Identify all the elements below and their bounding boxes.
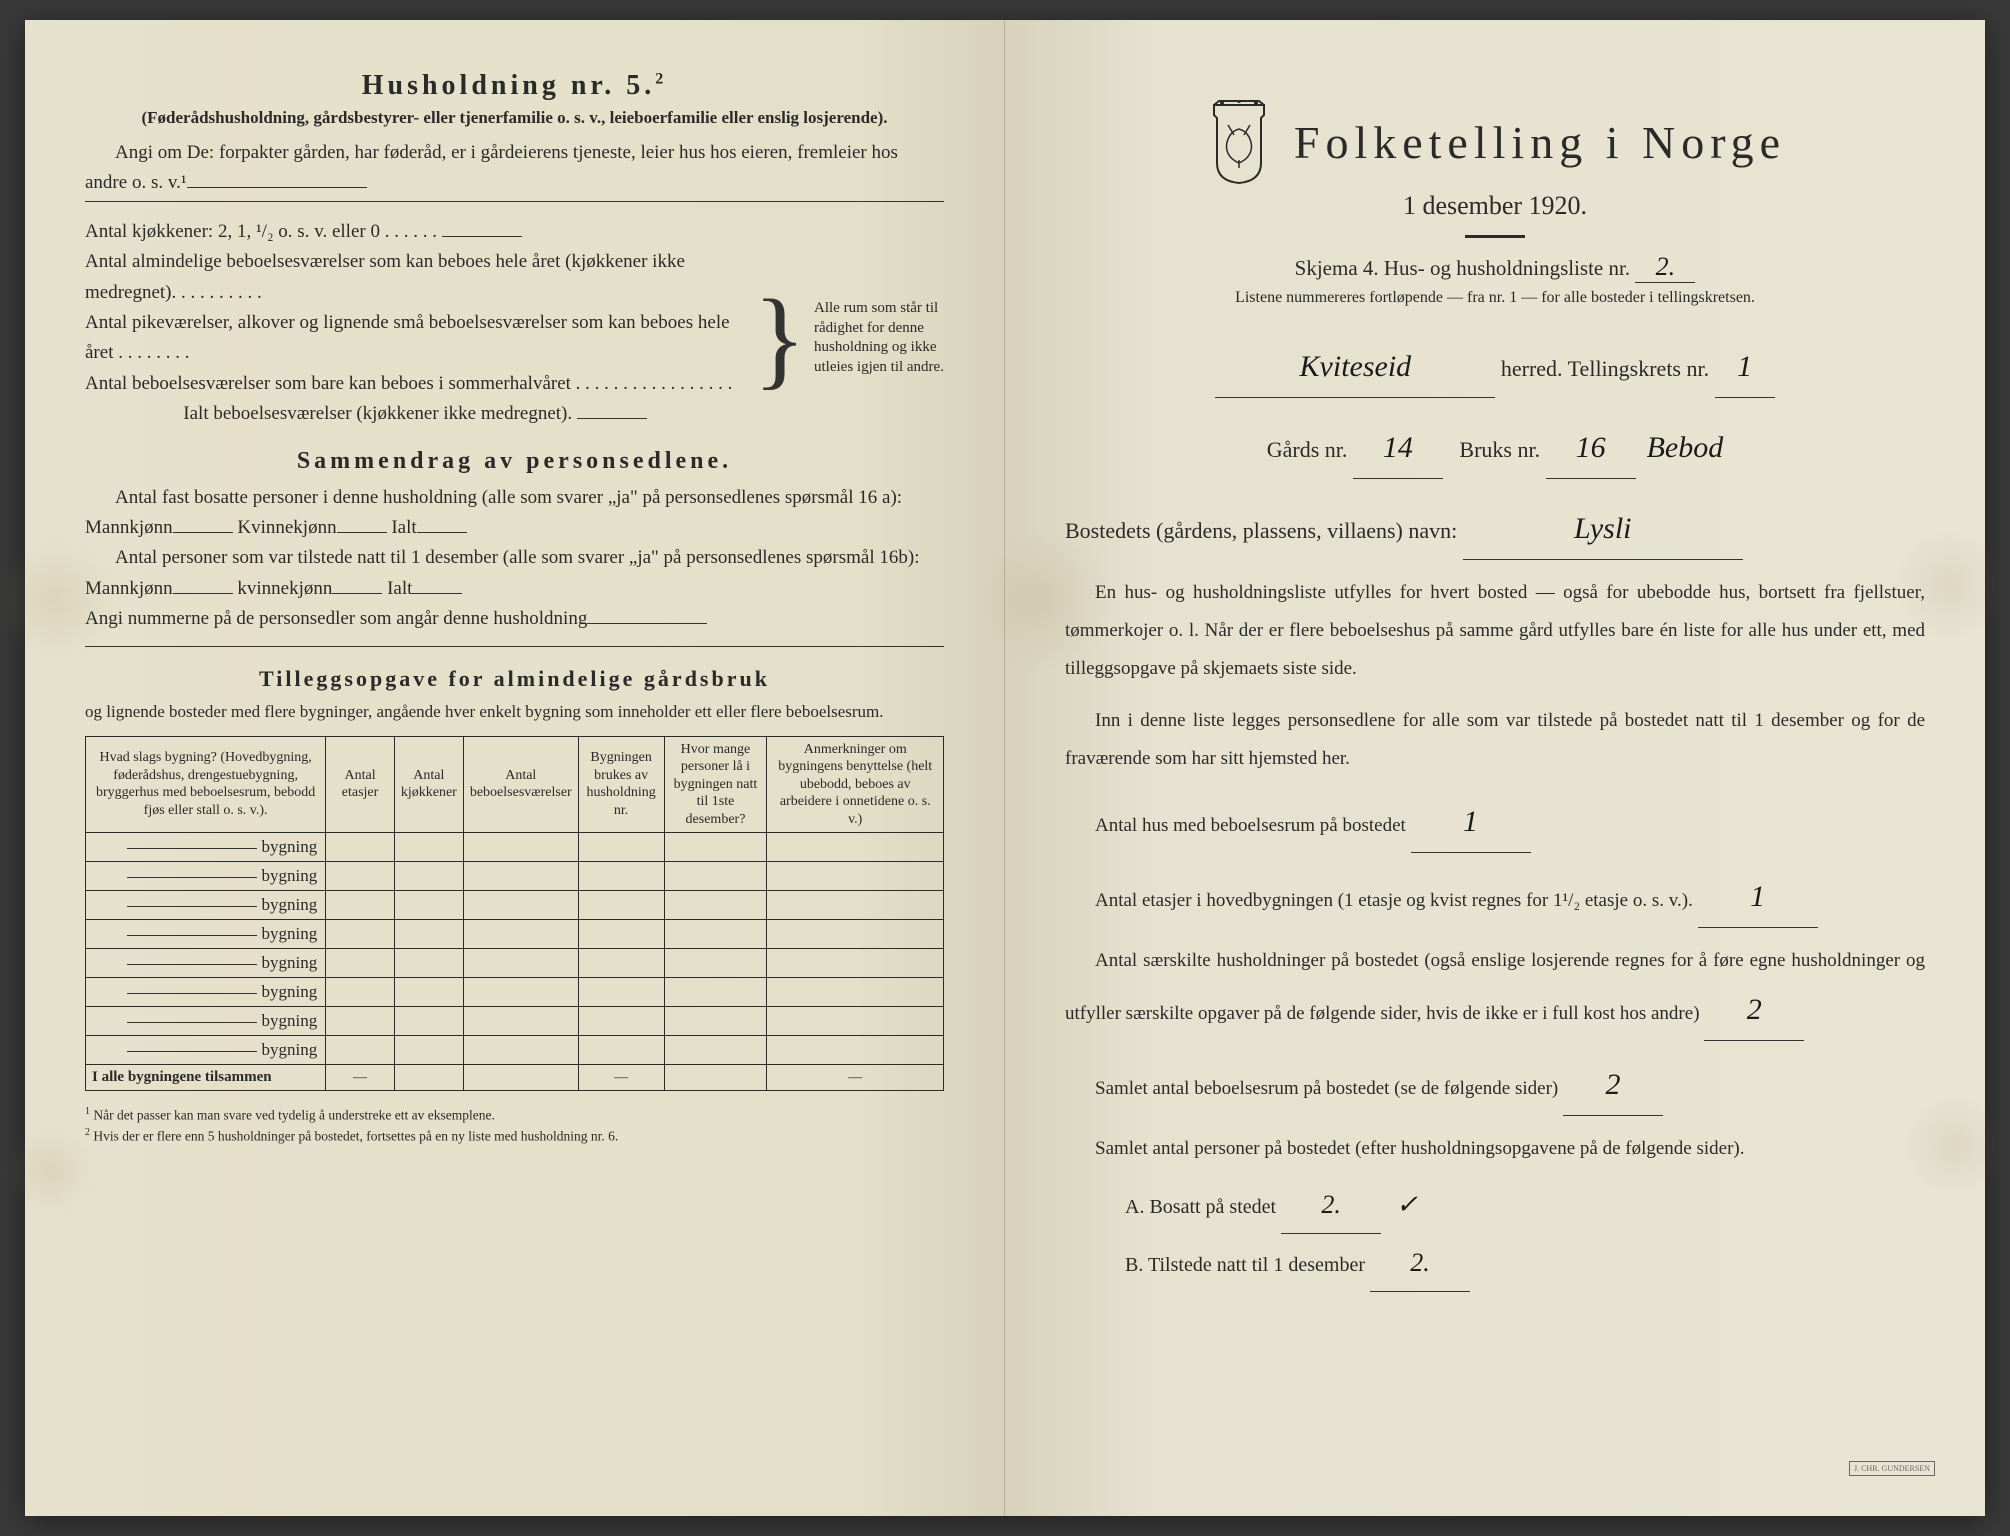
- tillegg-sub: og lignende bosteder med flere bygninger…: [85, 698, 944, 725]
- sammendrag-3: Angi nummerne på de personsedler som ang…: [85, 604, 944, 634]
- crest-icon: [1204, 100, 1274, 185]
- table-row: bygning: [86, 920, 944, 949]
- sammendrag-1: Antal fast bosatte personer i denne hush…: [85, 483, 944, 544]
- listene-note: Listene nummereres fortløpende — fra nr.…: [1065, 289, 1925, 307]
- left-page: Husholdning nr. 5.2 (Føderådshusholdning…: [25, 20, 1005, 1516]
- brace-icon: }: [745, 289, 814, 388]
- divider: [1465, 235, 1525, 238]
- th-6: Anmerkninger om bygningens benyttelse (h…: [767, 736, 944, 833]
- para-1: En hus- og husholdningsliste utfylles fo…: [1065, 574, 1925, 688]
- ab-block: A. Bosatt på stedet 2. ✓ B. Tilstede nat…: [1065, 1176, 1925, 1292]
- footer-label: I alle bygningene tilsammen: [86, 1065, 326, 1091]
- herred-line: Kviteseid herred. Tellingskrets nr. 1: [1065, 337, 1925, 398]
- th-0: Hvad slags bygning? (Hovedbygning, føder…: [86, 736, 326, 833]
- q1: Antal hus med beboelsesrum på bostedet 1: [1065, 792, 1925, 853]
- sammendrag-2: Antal personer som var tilstede natt til…: [85, 543, 944, 604]
- right-page: Folketelling i Norge 1 desember 1920. Sk…: [1005, 20, 1985, 1516]
- table-footer-row: I alle bygningene tilsammen — — —: [86, 1065, 944, 1091]
- table-row: bygning: [86, 891, 944, 920]
- farm-table: Hvad slags bygning? (Hovedbygning, føder…: [85, 736, 944, 1092]
- skjema-line: Skjema 4. Hus- og husholdningsliste nr. …: [1065, 252, 1925, 283]
- table-row: bygning: [86, 1036, 944, 1065]
- th-5: Hvor mange personer lå i bygningen natt …: [664, 736, 767, 833]
- q4: Samlet antal beboelsesrum på bostedet (s…: [1065, 1055, 1925, 1116]
- room-line-2: Antal pikeværelser, alkover og lignende …: [85, 308, 745, 369]
- gards-line: Gårds nr. 14 Bruks nr. 16 Bebod: [1065, 418, 1925, 479]
- q2: Antal etasjer i hovedbygningen (1 etasje…: [1065, 867, 1925, 928]
- room-line-1: Antal almindelige beboelsesværelser som …: [85, 247, 745, 308]
- rooms-block: Antal almindelige beboelsesværelser som …: [85, 247, 944, 429]
- main-title: Folketelling i Norge: [1294, 116, 1786, 169]
- date-line: 1 desember 1920.: [1065, 191, 1925, 221]
- footnotes: 1 Når det passer kan man svare ved tydel…: [85, 1105, 944, 1146]
- th-1: Antal etasjer: [326, 736, 395, 833]
- table-row: bygning: [86, 1007, 944, 1036]
- husholdning-title: Husholdning nr. 5.2: [85, 70, 944, 102]
- table-row: bygning: [86, 949, 944, 978]
- kjokken-line: Antal kjøkkener: 2, 1, ¹/₂ o. s. v. elle…: [85, 217, 944, 247]
- sammendrag-title: Sammendrag av personsedlene.: [85, 448, 944, 475]
- th-3: Antal beboelsesværelser: [463, 736, 578, 833]
- para-2: Inn i denne liste legges personsedlene f…: [1065, 702, 1925, 778]
- q3: Antal særskilte husholdninger på bostede…: [1065, 942, 1925, 1041]
- room-total: Ialt beboelsesværelser (kjøkkener ikke m…: [85, 399, 745, 429]
- line-a: A. Bosatt på stedet 2. ✓: [1125, 1176, 1925, 1234]
- q5: Samlet antal personer på bostedet (efter…: [1065, 1130, 1925, 1168]
- printer-mark: J. CHR. GUNDERSEN: [1849, 1461, 1935, 1476]
- table-row: bygning: [86, 862, 944, 891]
- bosted-line: Bostedets (gårdens, plassens, villaens) …: [1065, 499, 1925, 560]
- angi-line: Angi om De: forpakter gården, har føderå…: [85, 138, 944, 199]
- room-line-3: Antal beboelsesværelser som bare kan beb…: [85, 369, 745, 399]
- title-row: Folketelling i Norge: [1065, 100, 1925, 185]
- th-2: Antal kjøkkener: [394, 736, 463, 833]
- table-row: bygning: [86, 978, 944, 1007]
- table-header-row: Hvad slags bygning? (Hovedbygning, føder…: [86, 736, 944, 833]
- line-b: B. Tilstede natt til 1 desember 2.: [1125, 1234, 1925, 1292]
- tillegg-title: Tilleggsopgave for almindelige gårdsbruk: [85, 666, 944, 692]
- brace-text: Alle rum som står til rådighet for denne…: [814, 299, 944, 377]
- document-spread: Husholdning nr. 5.2 (Føderådshusholdning…: [25, 20, 1985, 1516]
- table-row: bygning: [86, 833, 944, 862]
- th-4: Bygningen brukes av husholdning nr.: [578, 736, 664, 833]
- husholdning-subtitle: (Føderådshusholdning, gårdsbestyrer- ell…: [85, 108, 944, 128]
